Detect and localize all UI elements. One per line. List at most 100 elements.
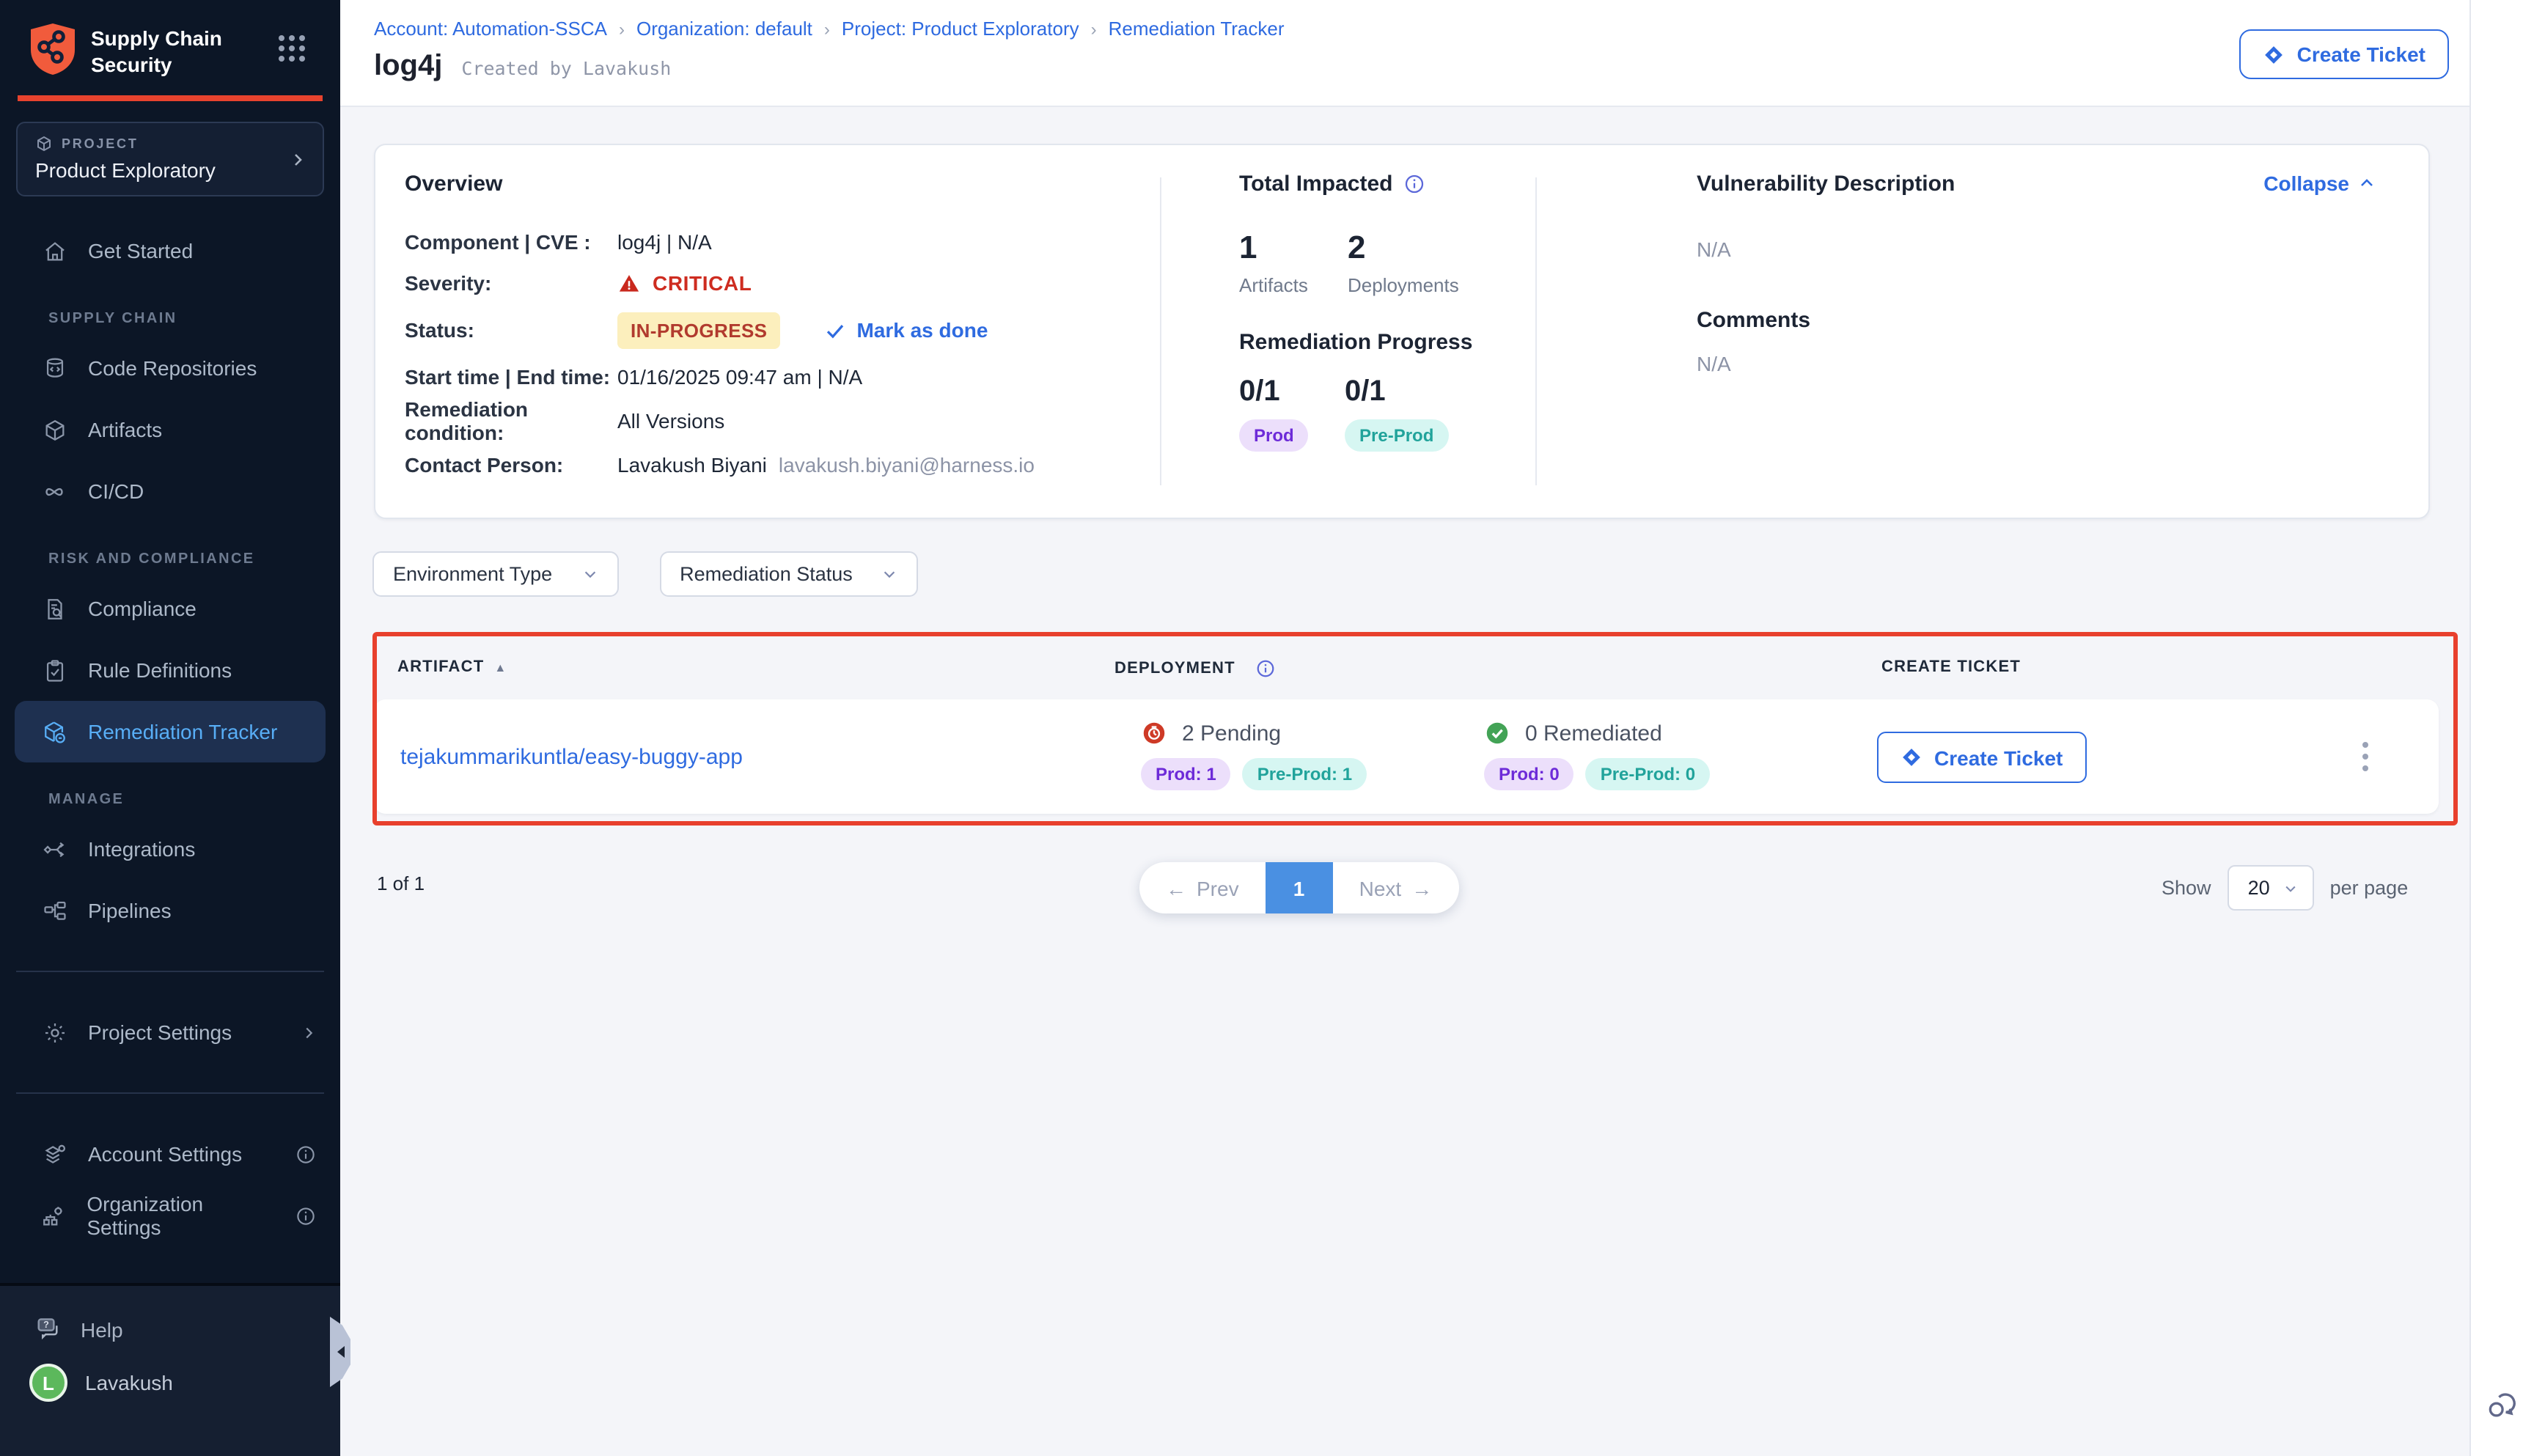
card-divider (1535, 177, 1537, 485)
deployments-stat: 2 Deployments (1348, 229, 1459, 296)
user-menu[interactable]: L Lavakush (0, 1343, 340, 1402)
jira-diamond-icon (2263, 43, 2285, 65)
pending-clock-icon (1141, 720, 1167, 746)
pending-count: 2 Pending (1182, 721, 1282, 746)
environment-type-filter[interactable]: Environment Type (372, 551, 619, 597)
main-area: Account: Automation-SSCA › Organization: … (340, 0, 2469, 1456)
mark-as-done-link[interactable]: Mark as done (824, 318, 988, 342)
app-switcher-grid-icon[interactable] (279, 35, 305, 62)
sidebar: Supply Chain Security PROJECT Product Ex… (0, 0, 340, 1456)
chevron-right-icon (289, 151, 306, 169)
prod-badge: Prod (1239, 419, 1309, 452)
sidebar-item-rule-definitions[interactable]: Rule Definitions (0, 640, 340, 702)
overview-heading: Overview (405, 172, 503, 196)
severity-row: Severity: CRITICAL (405, 271, 752, 295)
sidebar-item-project-settings[interactable]: Project Settings (0, 1002, 340, 1064)
sidebar-item-pipelines[interactable]: Pipelines (0, 880, 340, 942)
sort-asc-icon: ▲ (494, 661, 507, 674)
preprod-count-badge: Pre-Prod: 0 (1585, 758, 1711, 790)
chevron-right-icon (301, 1025, 317, 1041)
clipboard-check-icon (41, 658, 67, 683)
sidebar-bottom-panel: ? Help L Lavakush (0, 1283, 340, 1456)
help-button[interactable]: ? Help (0, 1286, 340, 1343)
overview-section: Overview Component | CVE : log4j | N/A S… (405, 172, 1138, 485)
filters: Environment Type Remediation Status (372, 551, 919, 597)
cube-icon (41, 418, 67, 443)
title-row: log4j Created by Lavakush (374, 50, 2469, 84)
condition-row: Remediation condition: All Versions (405, 397, 725, 444)
artifacts-stat: 1 Artifacts (1239, 229, 1308, 296)
page-title: log4j (374, 50, 443, 82)
pagination: ← Prev 1 Next → (1139, 862, 1459, 913)
artifact-link[interactable]: tejakummarikuntla/easy-buggy-app (400, 744, 743, 769)
info-icon[interactable] (295, 1144, 317, 1166)
chat-bubbles-icon[interactable] (2484, 1386, 2522, 1424)
row-create-ticket-button[interactable]: Create Ticket (1877, 732, 2087, 783)
sidebar-item-artifacts[interactable]: Artifacts (0, 400, 340, 461)
comments-heading: Comments (1697, 308, 1811, 333)
repository-icon (41, 356, 67, 381)
total-impacted-heading: Total Impacted (1239, 172, 1525, 196)
contact-row: Contact Person: Lavakush Biyani lavakush… (405, 453, 1035, 477)
remediation-status-filter[interactable]: Remediation Status (659, 551, 919, 597)
gear-icon (41, 1021, 67, 1045)
overview-card: Overview Component | CVE : log4j | N/A S… (374, 144, 2430, 519)
shield-logo-icon (29, 22, 76, 76)
preprod-count-badge: Pre-Prod: 1 (1242, 758, 1367, 790)
comments-value: N/A (1697, 352, 1731, 375)
help-chat-icon: ? (35, 1315, 63, 1343)
brand-title: Supply Chain Security (91, 26, 222, 77)
page-size-control: Show 20 per page (2162, 865, 2408, 911)
infinity-icon (41, 479, 67, 504)
project-selector[interactable]: PROJECT Product Exploratory (16, 122, 324, 197)
breadcrumb-project[interactable]: Project: Product Exploratory (841, 18, 1079, 40)
home-icon (41, 239, 67, 264)
sidebar-item-remediation-tracker[interactable]: Remediation Tracker (15, 701, 326, 763)
sidebar-item-cicd[interactable]: CI/CD (0, 461, 340, 523)
chevron-up-icon (2361, 179, 2373, 186)
info-icon[interactable] (295, 1205, 317, 1227)
info-icon[interactable] (1403, 173, 1425, 195)
artifact-column-header[interactable]: ARTIFACT ▲ (397, 658, 507, 676)
page-size-select[interactable]: 20 (2227, 865, 2314, 911)
brand-accent-rule (18, 95, 323, 102)
breadcrumb-account[interactable]: Account: Automation-SSCA (374, 18, 607, 40)
sidebar-item-organization-settings[interactable]: Organization Settings (0, 1185, 340, 1247)
sidebar-section-risk-compliance: RISK AND COMPLIANCE (48, 551, 255, 567)
breadcrumb-organization[interactable]: Organization: default (636, 18, 812, 40)
chevron-down-icon (882, 566, 898, 582)
sidebar-item-compliance[interactable]: Compliance (0, 578, 340, 640)
contact-email: lavakush.biyani@harness.io (778, 453, 1035, 477)
breadcrumb: Account: Automation-SSCA › Organization: … (374, 18, 2469, 40)
info-icon[interactable] (1256, 658, 1277, 679)
sidebar-item-get-started[interactable]: Get Started (0, 221, 340, 282)
create-ticket-column-header: CREATE TICKET (1881, 658, 2021, 676)
collapse-link[interactable]: Collapse (2263, 172, 2376, 195)
severity-value: CRITICAL (653, 271, 752, 295)
vulnerability-section: Vulnerability Description Collapse N/A C… (1697, 172, 2376, 375)
sidebar-item-account-settings[interactable]: Account Settings (0, 1124, 340, 1185)
breadcrumb-separator: › (618, 18, 625, 39)
svg-text:?: ? (43, 1320, 49, 1330)
row-menu-kebab-icon[interactable] (2354, 699, 2377, 814)
current-page-button[interactable]: 1 (1265, 862, 1333, 913)
sidebar-item-code-repositories[interactable]: Code Repositories (0, 338, 340, 400)
collapse-left-icon (337, 1346, 344, 1358)
prev-page-button[interactable]: ← Prev (1139, 862, 1266, 913)
component-cve-row: Component | CVE : log4j | N/A (405, 230, 712, 254)
pagination-summary: 1 of 1 (377, 872, 425, 894)
cube-tag-icon (41, 720, 67, 745)
sidebar-item-integrations[interactable]: Integrations (0, 819, 340, 880)
create-ticket-button[interactable]: Create Ticket (2239, 29, 2449, 79)
pipelines-icon (41, 899, 67, 924)
jira-diamond-icon (1900, 746, 1922, 768)
deployment-column-header: DEPLOYMENT (1114, 658, 1277, 679)
remediated-check-icon (1484, 720, 1510, 746)
project-selector-label: PROJECT (35, 136, 305, 153)
next-page-button[interactable]: Next → (1333, 862, 1459, 913)
avatar: L (29, 1364, 67, 1402)
breadcrumb-remediation-tracker[interactable]: Remediation Tracker (1108, 18, 1285, 40)
right-rail (2469, 0, 2534, 1456)
remediated-deployments: 0 Remediated Prod: 0 Pre-Prod: 0 (1484, 720, 1711, 790)
arrow-left-icon: ← (1166, 876, 1186, 900)
